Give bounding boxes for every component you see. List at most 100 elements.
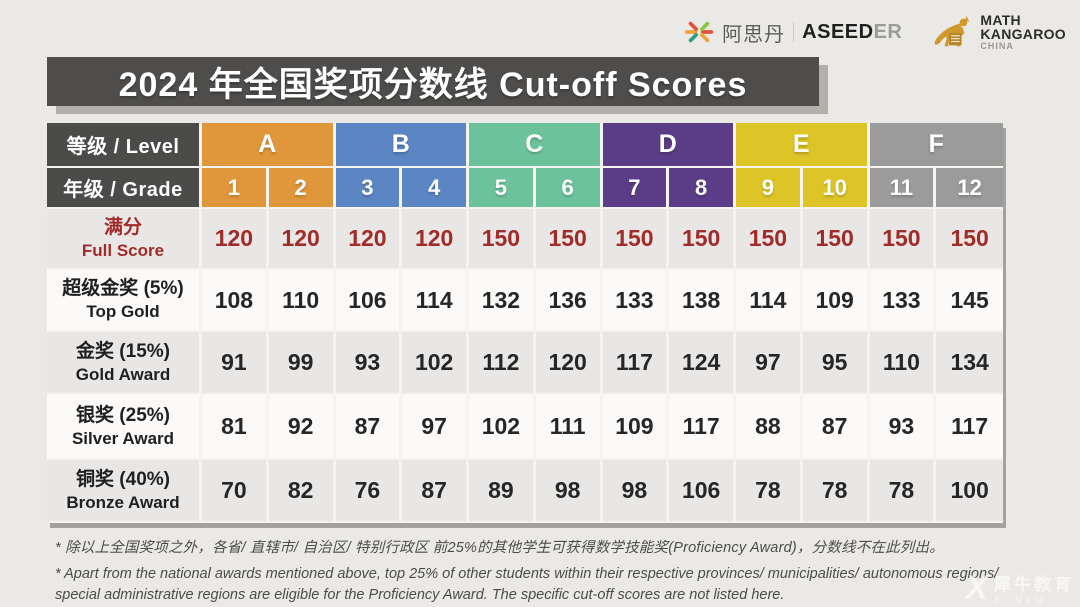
score-cell: 150: [469, 209, 536, 270]
row-label-cn: 超级金奖 (5%): [62, 278, 184, 300]
footnote-en: * Apart from the national awards mention…: [55, 564, 1055, 606]
level-cell-A: A: [202, 123, 336, 168]
score-cell: 76: [335, 460, 403, 523]
level-cell-F: F: [869, 123, 1003, 168]
score-cell: 120: [535, 332, 603, 395]
score-cell: 98: [602, 460, 670, 523]
watermark-en: X-NIU: [994, 595, 1049, 605]
score-cell: 102: [402, 332, 469, 395]
score-cell: 106: [669, 460, 736, 523]
level-cell-B: B: [335, 123, 469, 168]
grade-cell-1: 1: [202, 168, 269, 209]
score-cell: 120: [335, 209, 403, 270]
brand-logos: 阿思丹 ASEEDER: [684, 12, 1066, 52]
score-cell: 138: [669, 270, 736, 332]
row-label-en: Top Gold: [86, 302, 160, 322]
score-cell: 110: [869, 332, 937, 395]
score-cell: 150: [936, 209, 1003, 270]
grade-cell-7: 7: [602, 168, 670, 209]
footnote-cn: * 除以上全国奖项之外，各省/ 直辖市/ 自治区/ 特别行政区 前25%的其他学…: [55, 540, 944, 556]
score-cell: 120: [402, 209, 469, 270]
row-label: 铜奖 (40%) Bronze Award: [47, 460, 202, 523]
watermark-text: 犀牛教育 X-NIU: [994, 570, 1074, 605]
grade-cell-9: 9: [736, 168, 803, 209]
footnote-en-line2: special administrative regions are eligi…: [55, 587, 785, 604]
grade-cell-11: 11: [869, 168, 937, 209]
level-cell-C: C: [469, 123, 603, 168]
aseedan-logo: 阿思丹 ASEEDER: [684, 17, 902, 47]
score-cell: 117: [602, 332, 670, 395]
math-kangaroo-wordmark: MATH KANGAROO CHINA: [980, 13, 1066, 51]
grade-cell-2: 2: [268, 168, 336, 209]
score-cell: 87: [335, 395, 403, 460]
score-cell: 95: [802, 332, 870, 395]
aseedan-cn-label: 阿思丹: [722, 23, 786, 46]
footnote-en-line1: * Apart from the national awards mention…: [55, 566, 999, 582]
score-cell: 87: [802, 395, 870, 460]
score-cell: 114: [736, 270, 803, 332]
table-row-full-score: 满分 Full Score 120 120 120 120 150 150 150 150 150 1…: [47, 209, 1003, 270]
grade-cell-10: 10: [802, 168, 870, 209]
score-cell: 78: [869, 460, 937, 523]
score-cell: 145: [936, 270, 1003, 332]
score-cell: 150: [736, 209, 803, 270]
score-cell: 78: [802, 460, 870, 523]
row-label: 超级金奖 (5%) Top Gold: [47, 270, 202, 332]
score-cell: 97: [402, 395, 469, 460]
score-cell: 109: [602, 395, 670, 460]
title-banner: 2024 年全国奖项分数线 Cut-off Scores: [47, 57, 819, 106]
score-cell: 132: [469, 270, 536, 332]
logo-divider: [793, 22, 795, 42]
score-cell: 136: [535, 270, 603, 332]
footnotes: * 除以上全国奖项之外，各省/ 直辖市/ 自治区/ 特别行政区 前25%的其他学…: [55, 536, 1055, 606]
score-cell: 150: [802, 209, 870, 270]
kangaroo-line3: CHINA: [980, 40, 1014, 51]
score-cell: 117: [936, 395, 1003, 460]
row-label: 满分 Full Score: [47, 209, 202, 270]
aseedan-star-icon: [685, 21, 714, 43]
kangaroo-line2: KANGAROO: [980, 26, 1066, 43]
score-cell: 114: [402, 270, 469, 332]
score-cell: 92: [268, 395, 336, 460]
score-cell: 133: [869, 270, 937, 332]
score-cell: 97: [736, 332, 803, 395]
score-cell: 112: [469, 332, 536, 395]
score-cell: 110: [268, 270, 336, 332]
score-cell: 93: [335, 332, 403, 395]
grade-header-row: 年级 / Grade 1 2 3 4 5 6 7 8 9 10 11 12: [47, 168, 1003, 209]
score-cell: 99: [268, 332, 336, 395]
row-label-cn: 满分: [103, 216, 142, 238]
score-cell: 150: [669, 209, 736, 270]
row-label: 银奖 (25%) Silver Award: [47, 395, 202, 460]
aseedan-en-label: ASEEDER: [802, 20, 903, 43]
score-cell: 150: [535, 209, 603, 270]
row-label-cn: 铜奖 (40%): [76, 468, 170, 490]
score-cell: 134: [936, 332, 1003, 395]
grade-cell-8: 8: [669, 168, 736, 209]
score-cell: 88: [736, 395, 803, 460]
row-label-en: Silver Award: [71, 428, 175, 448]
score-cell: 133: [602, 270, 670, 332]
table-row-gold-award: 金奖 (15%) Gold Award 91 99 93 102 112 120 117 124 9…: [47, 332, 1003, 395]
level-header-label: 等级 / Level: [47, 123, 202, 168]
level-cell-E: E: [736, 123, 870, 168]
score-cell: 87: [402, 460, 469, 523]
grade-cell-3: 3: [335, 168, 403, 209]
row-label-cn: 银奖 (25%): [76, 404, 170, 426]
score-cell: 106: [335, 270, 403, 332]
table-row-bronze-award: 铜奖 (40%) Bronze Award 70 82 76 87 89 98 98 106 78 7…: [47, 460, 1003, 523]
score-cell: 124: [669, 332, 736, 395]
score-cell: 89: [469, 460, 536, 523]
score-cell: 109: [802, 270, 870, 332]
table-row-top-gold: 超级金奖 (5%) Top Gold 108 110 106 114 132 136 133 13…: [47, 270, 1003, 332]
watermark: X 犀牛教育 X-NIU: [965, 570, 1074, 606]
row-label-cn: 金奖 (15%): [76, 340, 170, 362]
grade-header-label: 年级 / Grade: [47, 168, 202, 209]
kangaroo-line1: MATH: [980, 12, 1021, 29]
score-cell: 82: [268, 460, 336, 523]
score-cell: 120: [202, 209, 269, 270]
score-cell: 108: [202, 270, 269, 332]
